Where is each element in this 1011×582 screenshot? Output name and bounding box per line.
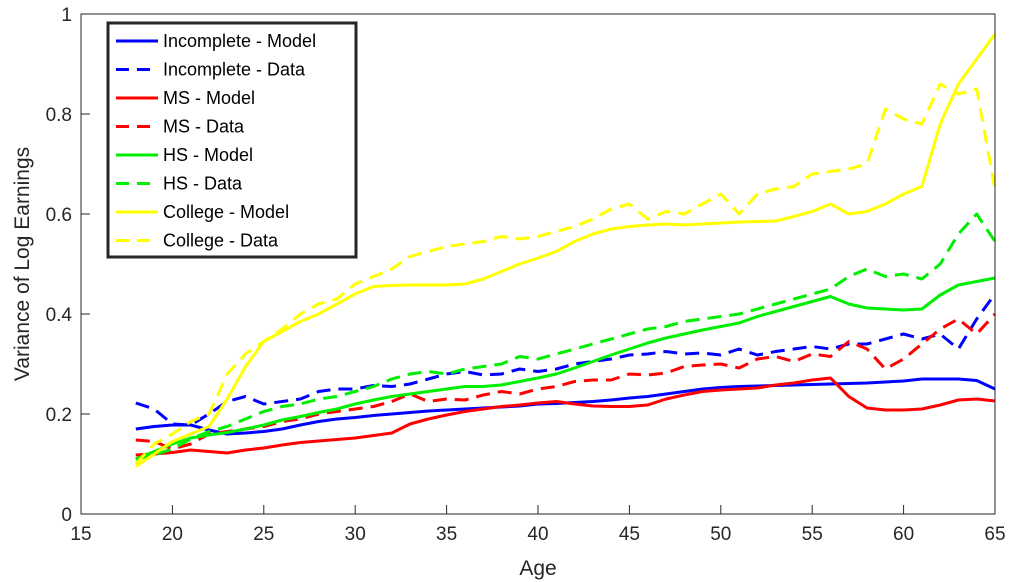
legend-label-hs-model: HS - Model xyxy=(163,145,253,165)
legend-label-hs-data: HS - Data xyxy=(163,174,243,194)
series-line-college-data xyxy=(134,82,997,466)
axis-ticks xyxy=(80,13,996,515)
series-line-incomplete-data xyxy=(135,293,997,427)
x-tick-label: 35 xyxy=(436,524,457,545)
x-tick-labels: 15 20 25 30 35 40 45 50 55 60 65 xyxy=(70,524,1005,545)
x-tick-label: 40 xyxy=(527,524,548,545)
series-line-hs-model xyxy=(135,276,996,461)
x-tick-label: 60 xyxy=(893,524,914,545)
x-axis-label: Age xyxy=(519,557,556,580)
legend-box xyxy=(106,21,358,259)
legend-label-incomplete-model: Incomplete - Model xyxy=(163,31,316,51)
y-tick-label: 0.4 xyxy=(46,305,73,326)
legend-label-incomplete-data: Incomplete - Data xyxy=(163,60,306,80)
y-tick-labels: 0 0.2 0.4 0.6 0.8 1 xyxy=(46,5,73,526)
y-tick-label: 0 xyxy=(61,505,72,526)
y-tick-label: 1 xyxy=(61,5,72,26)
series-line-hs-data xyxy=(135,212,997,461)
series-line-ms-data xyxy=(135,312,997,451)
series-line-college-model xyxy=(134,33,997,468)
legend-label-ms-data: MS - Data xyxy=(163,117,245,137)
x-tick-label: 45 xyxy=(619,524,640,545)
x-tick-label: 25 xyxy=(253,524,274,545)
y-tick-label: 0.8 xyxy=(46,105,72,126)
x-tick-label: 15 xyxy=(70,524,91,545)
x-tick-label: 30 xyxy=(345,524,366,545)
x-tick-label: 20 xyxy=(162,524,183,545)
x-tick-label: 65 xyxy=(984,524,1005,545)
y-axis-label: Variance of Log Earnings xyxy=(11,147,34,381)
legend-label-college-data: College - Data xyxy=(163,231,279,251)
y-tick-label: 0.2 xyxy=(46,405,72,426)
series-lines xyxy=(134,33,997,468)
x-tick-label: 55 xyxy=(802,524,823,545)
legend: Incomplete - Model Incomplete - Data MS - … xyxy=(106,21,358,259)
x-tick-label: 50 xyxy=(710,524,731,545)
legend-label-ms-model: MS - Model xyxy=(163,88,255,108)
legend-label-college-model: College - Model xyxy=(163,202,289,222)
series-line-ms-model xyxy=(135,376,996,457)
y-tick-label: 0.6 xyxy=(46,205,72,226)
